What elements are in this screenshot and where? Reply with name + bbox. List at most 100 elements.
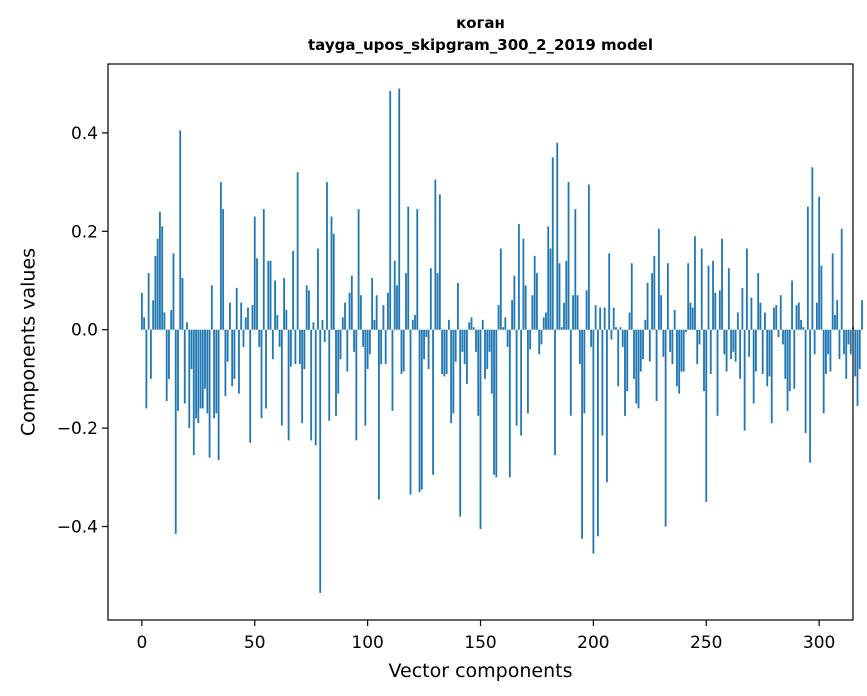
bar bbox=[197, 329, 200, 424]
bar bbox=[637, 329, 640, 409]
bar bbox=[240, 302, 243, 330]
bar bbox=[741, 287, 744, 330]
bar bbox=[357, 209, 360, 330]
bar bbox=[829, 329, 832, 372]
bar bbox=[174, 329, 177, 534]
bar bbox=[653, 255, 656, 330]
bar bbox=[533, 255, 536, 330]
bar bbox=[305, 285, 308, 330]
bar bbox=[536, 273, 538, 330]
y-tick-label: −0.2 bbox=[57, 419, 98, 439]
bar bbox=[508, 329, 511, 478]
bar bbox=[292, 250, 295, 330]
bar bbox=[429, 268, 432, 330]
bar bbox=[531, 295, 534, 330]
bar bbox=[188, 329, 191, 429]
bar bbox=[368, 329, 371, 355]
bar bbox=[723, 329, 726, 355]
bar bbox=[296, 172, 299, 330]
bar bbox=[594, 305, 597, 330]
bar bbox=[761, 329, 764, 374]
bar bbox=[432, 329, 434, 475]
bar bbox=[797, 302, 800, 330]
bar bbox=[140, 292, 143, 330]
bar bbox=[599, 307, 602, 330]
bar bbox=[730, 329, 732, 360]
bar bbox=[479, 329, 482, 529]
bar bbox=[420, 329, 423, 490]
bar bbox=[308, 290, 310, 330]
bar bbox=[495, 329, 498, 478]
bar bbox=[671, 329, 674, 365]
bar bbox=[612, 307, 615, 330]
bar bbox=[655, 329, 658, 402]
bar bbox=[396, 285, 398, 330]
bar bbox=[628, 312, 631, 330]
bar bbox=[278, 329, 281, 347]
bar bbox=[581, 329, 583, 539]
bar bbox=[247, 307, 249, 330]
bar bbox=[545, 312, 547, 330]
bar bbox=[384, 329, 387, 365]
bar bbox=[323, 329, 326, 342]
bar bbox=[804, 329, 807, 434]
bar bbox=[560, 327, 563, 330]
y-tick-label: 0.0 bbox=[71, 321, 98, 341]
bar bbox=[757, 273, 760, 330]
bar bbox=[551, 157, 554, 330]
bar bbox=[793, 329, 796, 389]
bar bbox=[497, 305, 500, 330]
bar bbox=[685, 329, 687, 333]
bar bbox=[355, 329, 358, 441]
bar bbox=[414, 314, 416, 330]
bar bbox=[317, 248, 319, 330]
bar bbox=[287, 329, 290, 441]
bar bbox=[344, 302, 346, 330]
bar bbox=[856, 329, 859, 406]
bar bbox=[782, 329, 784, 345]
bar bbox=[694, 236, 696, 330]
bar bbox=[459, 329, 462, 517]
bar bbox=[770, 329, 773, 424]
bar bbox=[443, 329, 446, 377]
bar bbox=[861, 300, 863, 330]
bar bbox=[716, 329, 719, 416]
bar bbox=[165, 329, 168, 402]
bar bbox=[298, 329, 301, 365]
bar bbox=[267, 260, 270, 330]
bar bbox=[854, 329, 857, 377]
bar bbox=[186, 322, 188, 330]
bar bbox=[748, 329, 751, 357]
bar bbox=[265, 329, 267, 409]
bar bbox=[362, 329, 365, 347]
bar bbox=[321, 319, 324, 330]
bar bbox=[402, 329, 405, 372]
bar bbox=[181, 278, 184, 330]
bar bbox=[208, 329, 211, 458]
bar bbox=[441, 329, 444, 374]
bar bbox=[235, 287, 238, 330]
bar bbox=[825, 329, 827, 374]
bar bbox=[691, 307, 694, 330]
bar bbox=[447, 319, 450, 330]
bar bbox=[838, 329, 841, 360]
bar bbox=[662, 329, 665, 357]
x-tick-label: 0 bbox=[136, 633, 147, 653]
bar bbox=[578, 329, 581, 365]
bar bbox=[147, 273, 150, 330]
bar bbox=[466, 329, 468, 384]
bar bbox=[703, 329, 705, 392]
bar bbox=[646, 282, 649, 330]
bar bbox=[515, 329, 518, 426]
bar bbox=[481, 319, 484, 330]
x-axis-label: Vector components bbox=[389, 660, 573, 682]
bar bbox=[818, 196, 821, 330]
bar bbox=[750, 297, 753, 330]
bar bbox=[484, 329, 486, 379]
x-tick-label: 50 bbox=[244, 633, 266, 653]
bar bbox=[644, 319, 647, 330]
bar bbox=[425, 329, 428, 338]
bar bbox=[502, 327, 504, 330]
bar bbox=[353, 329, 355, 352]
bar bbox=[845, 329, 848, 379]
